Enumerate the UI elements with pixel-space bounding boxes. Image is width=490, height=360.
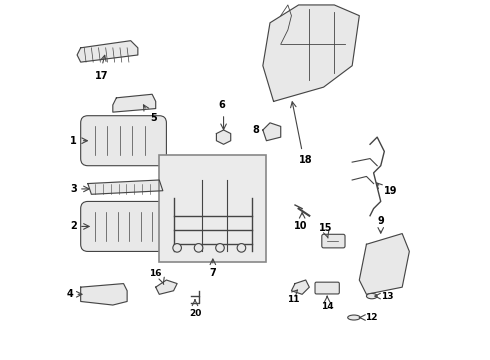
Text: 10: 10 <box>294 221 307 231</box>
FancyBboxPatch shape <box>81 202 173 251</box>
Polygon shape <box>77 41 138 62</box>
Text: 12: 12 <box>365 313 377 322</box>
FancyBboxPatch shape <box>81 116 167 166</box>
Text: 19: 19 <box>384 186 398 196</box>
Circle shape <box>237 244 245 252</box>
Text: 16: 16 <box>148 269 161 278</box>
Text: 1: 1 <box>71 136 77 146</box>
Ellipse shape <box>348 315 360 320</box>
Polygon shape <box>217 130 231 144</box>
Text: 8: 8 <box>252 125 259 135</box>
Circle shape <box>216 244 224 252</box>
Polygon shape <box>156 280 177 294</box>
Text: 15: 15 <box>318 223 332 233</box>
Text: 7: 7 <box>210 267 216 278</box>
Text: 20: 20 <box>189 309 201 318</box>
Text: 14: 14 <box>321 302 334 311</box>
Circle shape <box>173 244 181 252</box>
Polygon shape <box>263 5 359 102</box>
Text: 13: 13 <box>381 292 393 301</box>
FancyBboxPatch shape <box>159 155 267 262</box>
Ellipse shape <box>367 293 377 299</box>
Text: 3: 3 <box>71 184 77 194</box>
Circle shape <box>194 244 203 252</box>
Polygon shape <box>113 94 156 112</box>
Text: 9: 9 <box>377 216 384 226</box>
Text: 6: 6 <box>219 100 225 111</box>
FancyBboxPatch shape <box>315 282 339 294</box>
Text: 2: 2 <box>71 221 77 231</box>
FancyBboxPatch shape <box>322 234 345 248</box>
Polygon shape <box>359 234 409 294</box>
Polygon shape <box>81 284 127 305</box>
Polygon shape <box>263 123 281 141</box>
Text: 5: 5 <box>150 113 157 123</box>
Text: 4: 4 <box>67 289 74 299</box>
Polygon shape <box>292 280 309 294</box>
Text: 17: 17 <box>96 71 109 81</box>
Text: 18: 18 <box>299 155 313 165</box>
Text: 11: 11 <box>287 295 299 304</box>
Polygon shape <box>88 180 163 194</box>
